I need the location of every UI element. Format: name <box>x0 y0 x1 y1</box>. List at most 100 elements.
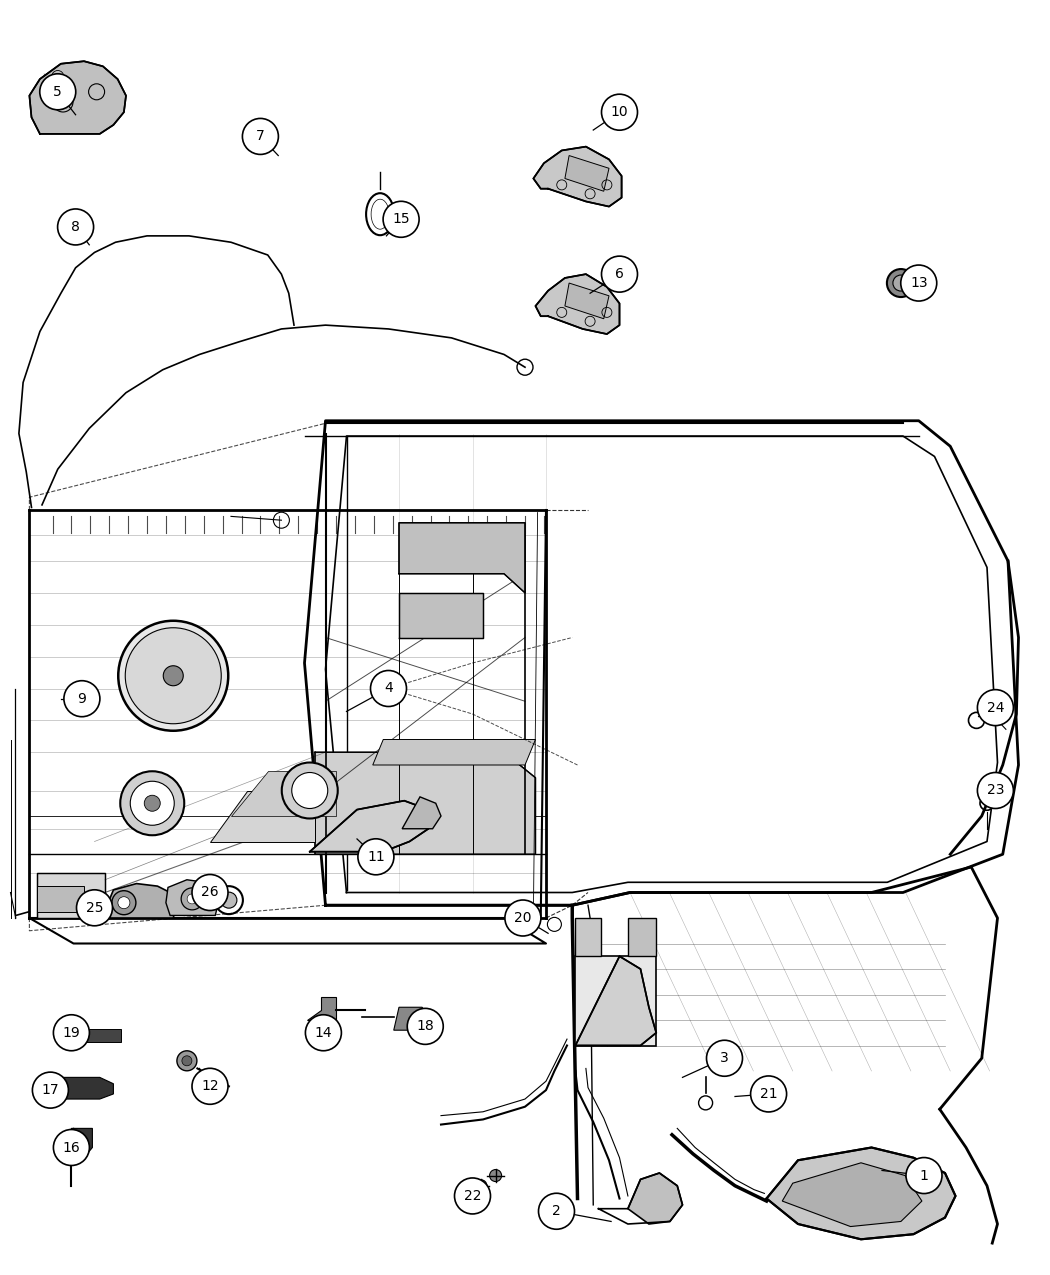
Text: 24: 24 <box>987 701 1004 714</box>
Circle shape <box>602 256 637 292</box>
Polygon shape <box>575 956 656 1046</box>
Polygon shape <box>166 880 218 915</box>
Circle shape <box>978 773 1013 808</box>
Text: 19: 19 <box>63 1026 80 1039</box>
Text: 2: 2 <box>552 1205 561 1218</box>
Circle shape <box>751 1076 786 1112</box>
Text: 9: 9 <box>78 692 86 705</box>
Polygon shape <box>575 956 656 1046</box>
Circle shape <box>40 74 76 110</box>
Circle shape <box>892 275 909 291</box>
Text: 4: 4 <box>384 682 393 695</box>
Circle shape <box>182 1056 192 1066</box>
Text: 3: 3 <box>720 1052 729 1065</box>
Polygon shape <box>310 801 428 852</box>
Circle shape <box>707 1040 742 1076</box>
Circle shape <box>358 839 394 875</box>
Circle shape <box>70 1029 83 1042</box>
Circle shape <box>54 1015 89 1051</box>
Circle shape <box>77 890 112 926</box>
Polygon shape <box>565 283 609 319</box>
Polygon shape <box>29 61 126 134</box>
Text: 17: 17 <box>42 1084 59 1096</box>
Polygon shape <box>533 147 622 207</box>
Polygon shape <box>373 740 536 765</box>
Circle shape <box>455 1178 490 1214</box>
Circle shape <box>281 762 338 819</box>
Circle shape <box>901 265 937 301</box>
Polygon shape <box>307 997 336 1020</box>
Polygon shape <box>575 918 601 956</box>
Circle shape <box>407 1009 443 1044</box>
Text: 23: 23 <box>987 784 1004 797</box>
Polygon shape <box>766 1148 956 1239</box>
Circle shape <box>58 209 93 245</box>
Polygon shape <box>37 886 84 912</box>
Circle shape <box>121 771 184 835</box>
Polygon shape <box>536 274 620 334</box>
Circle shape <box>119 621 228 731</box>
Text: 11: 11 <box>368 850 384 863</box>
Polygon shape <box>402 797 441 829</box>
Circle shape <box>125 627 222 724</box>
Polygon shape <box>565 156 609 191</box>
Circle shape <box>906 1158 942 1193</box>
Circle shape <box>192 1068 228 1104</box>
Circle shape <box>220 892 237 908</box>
Text: 5: 5 <box>54 85 62 98</box>
Text: 21: 21 <box>760 1088 777 1100</box>
Text: 1: 1 <box>920 1169 928 1182</box>
Polygon shape <box>37 873 105 918</box>
Text: 14: 14 <box>315 1026 332 1039</box>
Circle shape <box>505 900 541 936</box>
Text: 7: 7 <box>256 130 265 143</box>
Text: 18: 18 <box>417 1020 434 1033</box>
Text: 10: 10 <box>611 106 628 119</box>
Circle shape <box>118 896 130 909</box>
Text: 16: 16 <box>63 1141 80 1154</box>
Circle shape <box>182 887 203 910</box>
Text: 20: 20 <box>514 912 531 924</box>
Circle shape <box>602 94 637 130</box>
Circle shape <box>130 782 174 825</box>
Circle shape <box>39 1086 49 1096</box>
Text: 8: 8 <box>71 221 80 233</box>
Text: 12: 12 <box>202 1080 218 1093</box>
Polygon shape <box>628 918 656 956</box>
Polygon shape <box>399 593 483 638</box>
Polygon shape <box>394 1007 428 1030</box>
Polygon shape <box>61 1128 92 1160</box>
Circle shape <box>292 773 328 808</box>
Polygon shape <box>782 1163 922 1227</box>
Text: 15: 15 <box>393 213 410 226</box>
Circle shape <box>163 666 184 686</box>
Polygon shape <box>84 1029 121 1042</box>
Circle shape <box>306 1015 341 1051</box>
Text: 25: 25 <box>86 901 103 914</box>
Circle shape <box>978 690 1013 725</box>
Circle shape <box>383 201 419 237</box>
Polygon shape <box>210 790 315 842</box>
Polygon shape <box>315 752 536 854</box>
Circle shape <box>489 1169 502 1182</box>
Circle shape <box>192 875 228 910</box>
Circle shape <box>887 269 915 297</box>
Circle shape <box>54 1130 89 1165</box>
Text: 26: 26 <box>202 886 218 899</box>
Polygon shape <box>399 523 525 593</box>
Circle shape <box>144 796 161 811</box>
Circle shape <box>112 891 135 914</box>
Text: 13: 13 <box>910 277 927 289</box>
Polygon shape <box>42 1077 113 1099</box>
Circle shape <box>64 681 100 717</box>
Circle shape <box>33 1072 68 1108</box>
Circle shape <box>187 894 197 904</box>
Circle shape <box>539 1193 574 1229</box>
Circle shape <box>243 119 278 154</box>
Text: 6: 6 <box>615 268 624 280</box>
Circle shape <box>176 1051 197 1071</box>
Circle shape <box>371 671 406 706</box>
Polygon shape <box>628 1173 682 1224</box>
Polygon shape <box>107 884 176 918</box>
Text: 22: 22 <box>464 1190 481 1202</box>
